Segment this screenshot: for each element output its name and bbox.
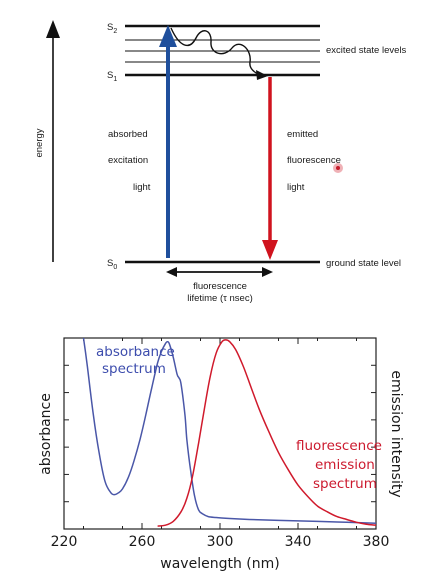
series-layer xyxy=(82,337,377,527)
jablonski-diagram: energy S2 S1 S0 excited state levels gro… xyxy=(34,20,407,304)
s1-label: S1 xyxy=(107,70,117,83)
lifetime-label-line1: fluorescence xyxy=(193,281,247,292)
emitted-label: emitted xyxy=(287,129,318,140)
ground-state-level-label: ground state level xyxy=(326,258,401,269)
y-axis-right-title: emission intensity xyxy=(388,370,404,497)
fluorescence-label: fluorescence xyxy=(287,155,341,166)
relaxation-arrowhead xyxy=(256,70,268,80)
emission-arrowhead xyxy=(262,240,278,260)
energy-axis-arrowhead xyxy=(46,20,60,38)
lifetime-arrowhead-right xyxy=(262,267,273,277)
absorbance-spectrum-line xyxy=(82,337,377,525)
relaxation-squiggle xyxy=(170,27,259,75)
cursor-dot xyxy=(336,166,340,170)
light-right-label: light xyxy=(287,182,305,193)
fluorescence-label-line3: spectrum xyxy=(313,476,377,492)
fluorescence-label-line1: fluorescence xyxy=(296,438,382,454)
absorption-arrowhead xyxy=(159,25,177,47)
x-tick-label: 300 xyxy=(207,534,234,550)
x-axis-title: wavelength (nm) xyxy=(160,556,279,572)
x-tick-label: 380 xyxy=(363,534,390,550)
excited-state-levels-label: excited state levels xyxy=(326,45,407,56)
lifetime-label-line2: lifetime (τ nsec) xyxy=(187,293,253,304)
absorbed-label: absorbed xyxy=(108,129,148,140)
fluorescence-emission-line xyxy=(157,339,377,527)
s2-label: S2 xyxy=(107,22,117,35)
energy-axis-label: energy xyxy=(34,128,45,157)
tick-layer: 220 260 300 340 380 xyxy=(51,338,390,550)
x-tick-label: 260 xyxy=(129,534,156,550)
excitation-label: excitation xyxy=(108,155,148,166)
x-tick-label: 220 xyxy=(51,534,78,550)
y-axis-left-title: absorbance xyxy=(38,393,54,475)
lifetime-arrowhead-left xyxy=(166,267,177,277)
spectra-chart: 220 260 300 340 380 absorbance emission inte… xyxy=(38,337,404,572)
fluorescence-label-line2: emission xyxy=(315,457,375,473)
s0-label: S0 xyxy=(107,258,117,271)
absorbance-label-line1: absorbance xyxy=(96,344,175,360)
absorbance-label-line2: spectrum xyxy=(102,361,166,377)
light-left-label: light xyxy=(133,182,151,193)
x-tick-label: 340 xyxy=(285,534,312,550)
